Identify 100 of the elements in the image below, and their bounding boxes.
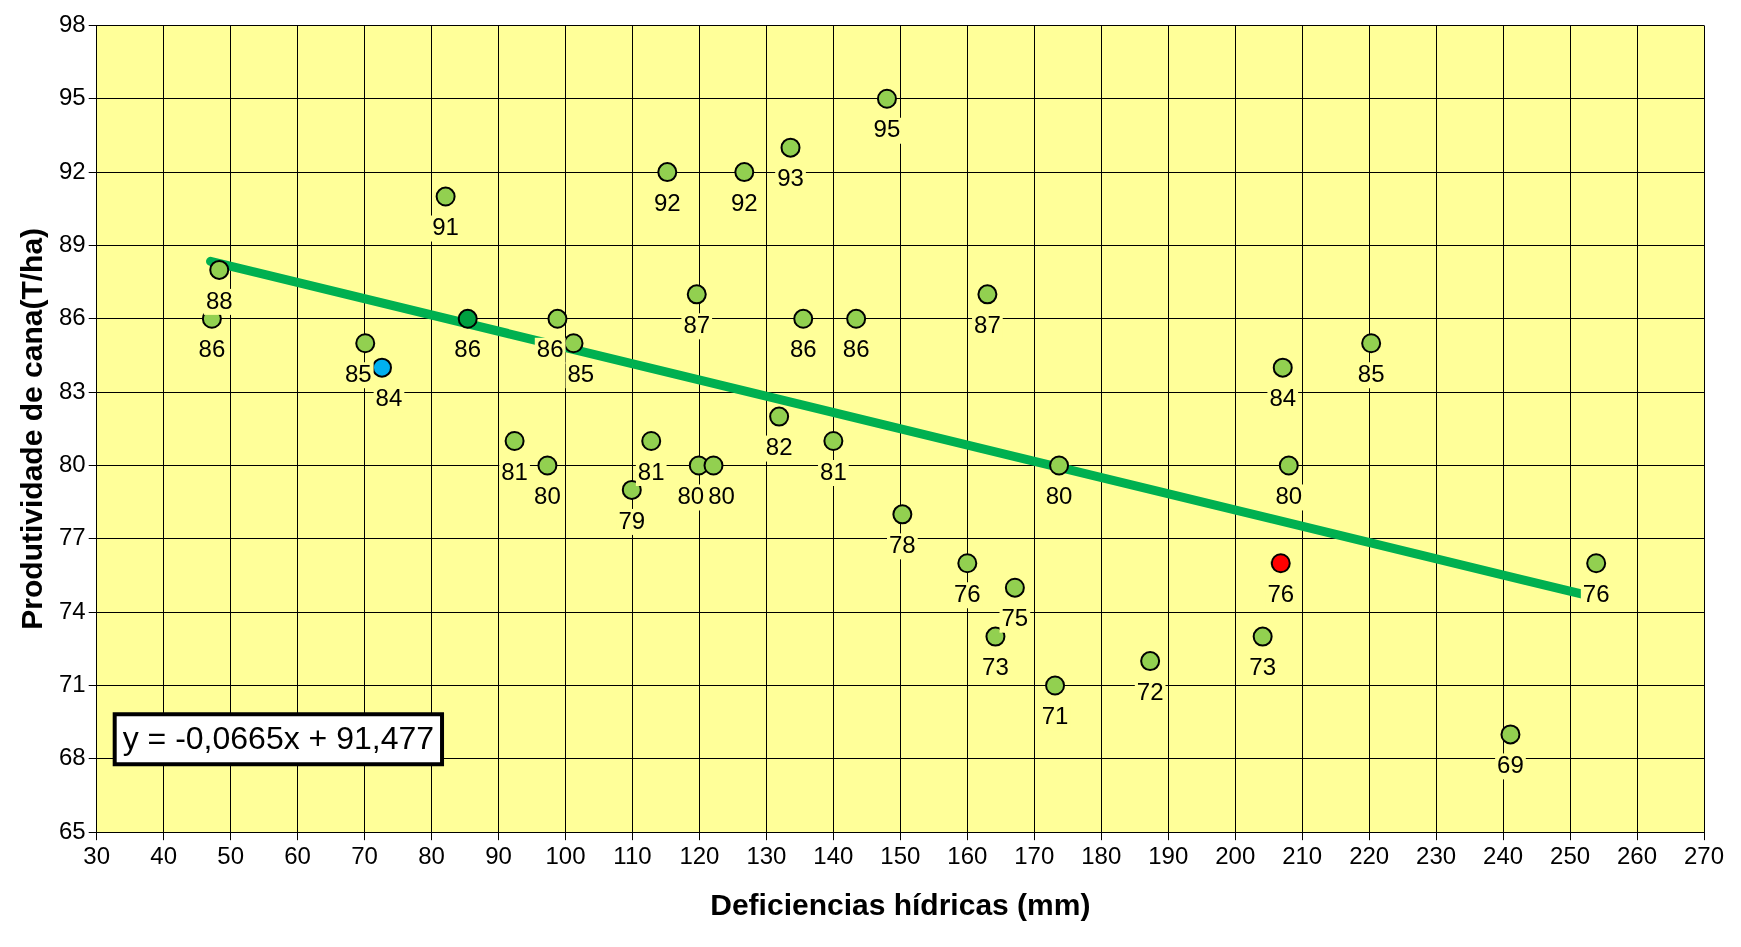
point xyxy=(1140,651,1161,672)
point xyxy=(977,284,998,305)
y-tick-label: 95 xyxy=(58,83,86,111)
data-label: 86 xyxy=(842,335,870,363)
x-tick-label: 200 xyxy=(1215,842,1256,870)
data-label: 73 xyxy=(982,653,1009,681)
data-label: 87 xyxy=(683,310,711,338)
data-label: 73 xyxy=(1249,653,1277,681)
point xyxy=(846,308,867,329)
x-tick-label: 40 xyxy=(150,842,178,870)
x-tick-label: 60 xyxy=(284,842,311,870)
data-label: 71 xyxy=(1041,702,1069,730)
point xyxy=(504,431,525,452)
point xyxy=(547,308,568,329)
point xyxy=(1361,333,1382,354)
point xyxy=(1049,455,1070,476)
point xyxy=(780,137,801,158)
point xyxy=(1500,724,1521,745)
data-label: 85 xyxy=(567,359,595,387)
data-label: 88 xyxy=(205,286,233,314)
point xyxy=(686,284,707,305)
x-tick-label: 220 xyxy=(1349,842,1390,870)
data-label: 81 xyxy=(820,457,847,485)
x-tick-label: 80 xyxy=(418,842,445,870)
point xyxy=(892,504,913,525)
point xyxy=(703,455,724,476)
point xyxy=(657,162,678,183)
data-label: 79 xyxy=(618,506,646,534)
x-tick-label: 70 xyxy=(351,842,378,870)
data-label: 69 xyxy=(1497,751,1524,779)
point xyxy=(621,479,642,500)
x-tick-label: 190 xyxy=(1148,842,1189,870)
point xyxy=(985,626,1006,647)
point xyxy=(957,553,978,574)
data-label: 76 xyxy=(1582,579,1610,607)
point xyxy=(769,406,790,427)
data-label: 80 xyxy=(1045,482,1073,510)
y-tick-label: 86 xyxy=(58,303,86,331)
data-label: 84 xyxy=(1269,384,1297,412)
y-tick-label: 89 xyxy=(58,230,86,258)
data-label: 80 xyxy=(534,482,561,510)
x-tick-label: 140 xyxy=(813,842,854,870)
point xyxy=(823,431,844,452)
x-tick-label: 130 xyxy=(746,842,787,870)
point xyxy=(1270,553,1291,574)
x-tick-label: 110 xyxy=(613,842,652,870)
data-label: 81 xyxy=(637,457,665,485)
x-tick-label: 100 xyxy=(545,842,586,870)
data-label: 80 xyxy=(708,482,735,510)
data-label: 85 xyxy=(1357,359,1385,387)
y-tick-label: 80 xyxy=(58,450,86,478)
data-label: 82 xyxy=(765,433,793,461)
y-tick-label: 68 xyxy=(58,743,86,771)
point xyxy=(563,333,584,354)
x-tick-label: 120 xyxy=(679,842,720,870)
point xyxy=(1586,553,1607,574)
data-label: 85 xyxy=(344,359,372,387)
x-tick-label: 230 xyxy=(1416,842,1457,870)
point xyxy=(734,162,755,183)
y-tick-label: 83 xyxy=(58,376,86,404)
x-tick-label: 210 xyxy=(1282,842,1323,870)
y-axis-title: Produtividade de cana(T/ha) xyxy=(15,227,49,630)
x-tick-label: 50 xyxy=(217,842,244,870)
y-tick-label: 92 xyxy=(58,156,86,184)
x-tick-label: 160 xyxy=(947,842,988,870)
point xyxy=(209,259,230,280)
point xyxy=(371,357,392,378)
x-tick-label: 240 xyxy=(1483,842,1524,870)
x-tick-label: 250 xyxy=(1550,842,1591,870)
data-label: 81 xyxy=(501,457,528,485)
y-tick-label: 77 xyxy=(58,523,86,551)
data-label: 75 xyxy=(1001,604,1029,632)
point xyxy=(1252,626,1273,647)
data-label: 92 xyxy=(653,188,681,216)
x-tick-label: 150 xyxy=(880,842,921,870)
data-label: 72 xyxy=(1136,677,1164,705)
data-label: 93 xyxy=(777,164,804,192)
x-tick-label: 260 xyxy=(1617,842,1658,870)
point xyxy=(435,186,456,207)
data-label: 87 xyxy=(974,310,1001,338)
data-label: 80 xyxy=(677,482,705,510)
x-tick-label: 90 xyxy=(485,842,512,870)
point xyxy=(1004,577,1025,598)
data-label: 80 xyxy=(1275,482,1303,510)
point xyxy=(1278,455,1299,476)
data-label: 78 xyxy=(889,530,916,558)
y-tick-label: 65 xyxy=(58,816,86,844)
data-label: 92 xyxy=(730,188,758,216)
point xyxy=(641,431,662,452)
x-tick-label: 270 xyxy=(1683,842,1725,870)
data-label: 86 xyxy=(454,335,482,363)
annotation: y = -0,0665x + 91,477 xyxy=(122,720,435,757)
y-tick-label: 98 xyxy=(58,10,86,38)
y-tick-label: 71 xyxy=(58,670,86,698)
point xyxy=(1045,675,1066,696)
data-label: 86 xyxy=(198,335,226,363)
x-tick-label: 30 xyxy=(83,842,111,870)
point xyxy=(1272,357,1293,378)
data-label: 86 xyxy=(789,335,817,363)
data-label: 84 xyxy=(375,384,403,412)
